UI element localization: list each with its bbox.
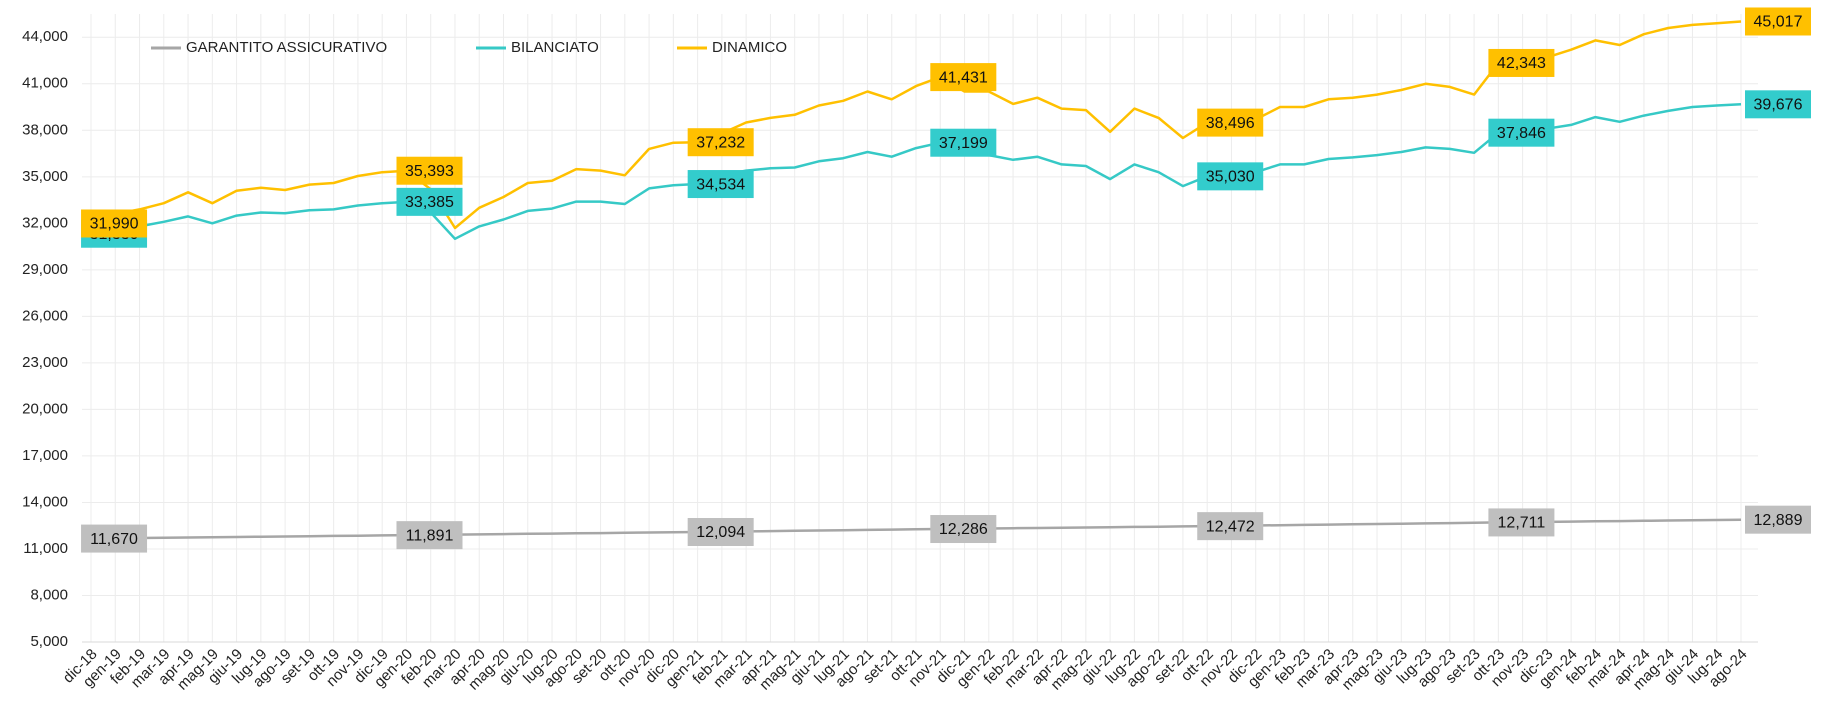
y-tick-label: 17,000 xyxy=(22,447,68,464)
data-label-box xyxy=(1197,108,1264,137)
data-label: 12,472 xyxy=(1206,518,1255,535)
data-label: 12,889 xyxy=(1754,512,1803,529)
data-label: 41,431 xyxy=(939,69,988,86)
data-label-box xyxy=(1745,90,1811,119)
data-label-box xyxy=(1197,512,1264,541)
y-tick-label: 5,000 xyxy=(30,633,68,650)
data-label: 37,232 xyxy=(696,134,745,151)
data-label: 37,846 xyxy=(1497,125,1546,142)
y-tick-label: 35,000 xyxy=(22,168,68,185)
data-label-box xyxy=(1745,7,1811,36)
y-tick-label: 14,000 xyxy=(22,493,68,510)
series-line xyxy=(90,103,1742,241)
data-label-box xyxy=(1488,508,1555,537)
y-tick-label: 38,000 xyxy=(22,121,68,138)
series-line xyxy=(90,20,1742,230)
data-label: 42,343 xyxy=(1497,55,1546,72)
y-tick-label: 26,000 xyxy=(22,307,68,324)
data-label: 35,393 xyxy=(405,163,454,180)
data-label: 34,534 xyxy=(696,176,745,193)
data-label: 38,496 xyxy=(1206,115,1255,132)
y-tick-label: 32,000 xyxy=(22,214,68,231)
y-tick-label: 41,000 xyxy=(22,75,68,92)
data-label-box xyxy=(1197,162,1264,191)
data-label: 11,670 xyxy=(90,531,138,548)
data-label: 11,891 xyxy=(406,527,454,544)
legend-label: DINAMICO xyxy=(712,39,787,56)
data-label-box xyxy=(81,209,148,238)
data-label: 37,199 xyxy=(939,135,988,152)
legend-label: BILANCIATO xyxy=(511,39,599,56)
y-tick-label: 23,000 xyxy=(22,354,68,371)
data-label-box xyxy=(1745,505,1811,534)
data-label-box xyxy=(81,524,148,553)
data-label-box xyxy=(396,156,463,185)
data-label-box xyxy=(687,128,754,157)
y-tick-label: 11,000 xyxy=(23,540,68,557)
data-label-box xyxy=(930,515,997,544)
data-label-box xyxy=(687,517,754,546)
series-line xyxy=(90,518,1742,540)
data-label: 35,030 xyxy=(1206,169,1255,186)
data-label-box xyxy=(396,187,463,216)
data-label-box xyxy=(687,170,754,199)
legend-label: GARANTITO ASSICURATIVO xyxy=(186,39,387,56)
data-label-box xyxy=(930,128,997,157)
data-label: 12,286 xyxy=(939,521,988,538)
y-tick-label: 44,000 xyxy=(22,28,68,45)
y-tick-label: 8,000 xyxy=(30,586,68,603)
data-label: 39,676 xyxy=(1754,97,1803,114)
data-label-box xyxy=(1488,118,1555,147)
data-label-box xyxy=(396,521,463,550)
data-label: 33,385 xyxy=(405,194,454,211)
y-tick-label: 20,000 xyxy=(22,400,68,417)
data-label: 12,711 xyxy=(1498,515,1546,532)
data-label-box xyxy=(1488,48,1555,77)
y-tick-label: 29,000 xyxy=(22,261,68,278)
data-label: 31,990 xyxy=(90,216,139,233)
data-label: 45,017 xyxy=(1754,14,1803,31)
data-label-box xyxy=(930,63,997,92)
data-label: 12,094 xyxy=(696,524,745,541)
